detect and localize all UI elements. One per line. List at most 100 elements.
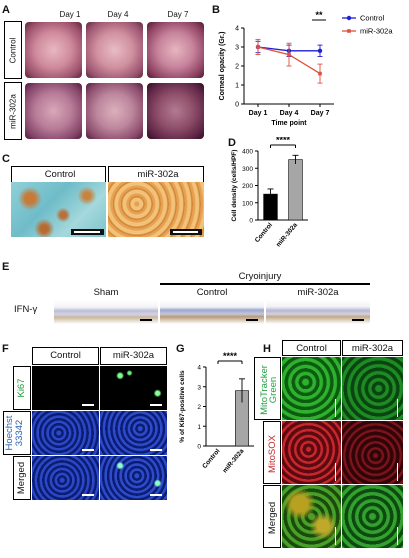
ihc-image-control xyxy=(11,182,106,237)
y-tick-label-2: 2 xyxy=(235,64,239,71)
panel-f-header-control: Control xyxy=(32,347,99,365)
y-tick-label-0: 0 xyxy=(249,218,253,225)
panel-a-row-control-label: Control xyxy=(8,37,18,64)
panel-c-title-frame-mir xyxy=(108,166,204,182)
panel-f-merged-label: Merged xyxy=(16,461,27,495)
point-1-1 xyxy=(287,52,291,57)
ihc-strip-sham xyxy=(54,300,158,324)
y-tick-label-4: 4 xyxy=(235,26,239,33)
y-tick-label-1: 100 xyxy=(242,200,253,207)
y-axis-title: % of Ki67-positive cells xyxy=(179,370,186,443)
legend-marker-0 xyxy=(346,15,352,21)
ihc-strip-mir xyxy=(266,300,370,324)
eye-photo-mir-day7 xyxy=(147,83,204,139)
panel-h-control-label: Control xyxy=(296,343,327,354)
panel-c-label: C xyxy=(2,153,10,165)
legend-label-1: miR-302a xyxy=(360,27,393,36)
y-tick-label-2: 2 xyxy=(197,404,201,411)
panel-a-row-control-box: Control xyxy=(4,21,22,79)
x-axis-title: Time point xyxy=(271,120,307,127)
x-tick-label-0: Day 1 xyxy=(249,110,268,117)
panel-f-control-label: Control xyxy=(50,350,81,361)
significance-label: **** xyxy=(223,351,238,361)
fluor-ki67-control xyxy=(32,366,99,410)
fluor-merged-control xyxy=(32,456,99,500)
panel-f-row-merged-box: Merged xyxy=(13,456,31,500)
panel-a-day4-label: Day 4 xyxy=(107,10,129,19)
fluor-mitotracker-control xyxy=(282,357,341,420)
panel-f-row-ki67-box: Ki67 xyxy=(13,366,31,410)
panel-h-row-mitotracker-box: MitoTracker Green xyxy=(254,357,281,420)
x-tick-label-0: Control xyxy=(254,222,274,244)
y-tick-label-4: 400 xyxy=(242,149,253,156)
legend-label-0: Control xyxy=(360,14,385,23)
y-axis-title: Cell density (cells/HPF) xyxy=(231,150,238,222)
panel-c-control-title: Control xyxy=(44,169,76,180)
eye-photo-mir-day4 xyxy=(86,83,143,139)
y-tick-label-3: 3 xyxy=(235,45,239,52)
x-tick-label-0: Control xyxy=(201,448,221,470)
fluor-ki67-mir xyxy=(100,366,167,410)
panel-e-cryoinjury-bracket xyxy=(160,283,370,285)
eye-photo-mir-day1 xyxy=(25,83,82,139)
fluor-hoechst-mir xyxy=(100,411,167,455)
y-tick-label-3: 3 xyxy=(197,384,201,391)
panel-h-row-mitosox-box: MitoSOX xyxy=(263,421,281,484)
panel-f-header-mir: miR-302a xyxy=(100,347,167,365)
panel-c-title-frame-control xyxy=(11,166,106,182)
fluor-merged-h-control xyxy=(282,485,341,548)
fluor-hoechst-control xyxy=(32,411,99,455)
panel-g-bar-chart: 0 1 2 3 4 % of Ki67-positive cells Control miR-… xyxy=(179,351,254,473)
panel-a-row-mir-box: miR-302a xyxy=(4,82,22,140)
y-tick-label-0: 0 xyxy=(197,444,201,451)
significance-label: ** xyxy=(315,10,323,20)
panel-f-row-hoechst-box: Hoechst 33342 xyxy=(3,411,31,455)
eye-photo-control-day4 xyxy=(86,22,143,78)
ihc-strip-control xyxy=(160,300,264,324)
panel-f-mir-label: miR-302a xyxy=(112,350,155,361)
eye-photo-control-day7 xyxy=(147,22,204,78)
eye-photo-control-day1 xyxy=(25,22,82,78)
panel-a-day7-label: Day 7 xyxy=(167,10,189,19)
panel-h-mir-label: miR-302a xyxy=(351,343,394,354)
panel-h-header-control: Control xyxy=(282,340,341,356)
fluor-mitotracker-mir xyxy=(342,357,403,420)
panel-f-label: F xyxy=(2,343,9,355)
legend-marker-1 xyxy=(347,29,351,33)
ihc-image-mir xyxy=(108,182,204,237)
panel-b-line-chart: 0 1 2 3 4 Day 1 Day 4 Day 7 Time point Corneal op… xyxy=(219,10,393,127)
panel-e-label: E xyxy=(2,261,10,273)
y-tick-label-3: 300 xyxy=(242,166,253,173)
fluor-mitosox-mir xyxy=(342,421,403,484)
panel-b-label: B xyxy=(212,4,220,16)
panel-h-label: H xyxy=(263,343,271,355)
fluor-mitosox-control xyxy=(282,421,341,484)
y-tick-label-1: 1 xyxy=(235,83,239,90)
y-axis-title: Corneal opacity (Gr.) xyxy=(219,32,226,101)
panel-d-bar-chart: 0 100 200 300 400 Cell density (cells/HPF) Con… xyxy=(231,137,308,248)
panel-h-row-merged-box: Merged xyxy=(263,485,281,548)
significance-label: **** xyxy=(276,137,291,145)
panel-h-header-mir: miR-302a xyxy=(342,340,403,356)
x-tick-label-2: Day 7 xyxy=(311,110,330,117)
y-tick-label-4: 4 xyxy=(197,365,201,372)
panel-h-merged-label: Merged xyxy=(267,501,278,535)
panel-e-control-label: Control xyxy=(196,287,228,298)
panel-e-sham-label: Sham xyxy=(93,287,119,298)
y-tick-label-1: 1 xyxy=(197,424,201,431)
panel-c-mir-title: miR-302a xyxy=(137,169,179,180)
x-tick-label-1: miR-302a xyxy=(222,447,246,473)
panel-a-row-mir-label: miR-302a xyxy=(8,94,18,129)
point-1-2 xyxy=(318,71,322,76)
y-tick-label-2: 200 xyxy=(242,183,253,190)
panel-a-day1-label: Day 1 xyxy=(59,10,81,19)
y-tick-label-0: 0 xyxy=(235,102,239,109)
panel-e-ifn-gamma-label: IFN-γ xyxy=(14,304,38,315)
point-0-2 xyxy=(317,48,323,53)
point-1-0 xyxy=(256,45,260,49)
panel-e-cryoinjury-label: Cryoinjury xyxy=(238,271,282,282)
panel-g-label: G xyxy=(176,343,185,355)
fluor-merged-mir xyxy=(100,456,167,500)
x-tick-label-1: Day 4 xyxy=(280,110,299,117)
panel-d-label: D xyxy=(228,137,236,149)
